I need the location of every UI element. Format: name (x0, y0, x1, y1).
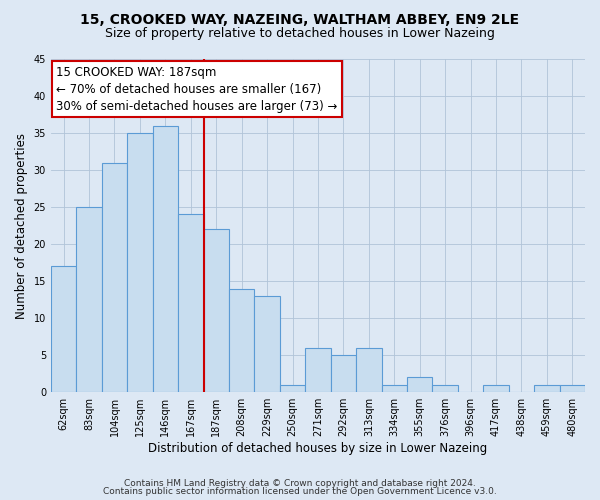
Bar (203, 230, 229, 392)
Bar (331, 355, 356, 392)
Text: Contains HM Land Registry data © Crown copyright and database right 2024.: Contains HM Land Registry data © Crown c… (124, 478, 476, 488)
Text: 15, CROOKED WAY, NAZEING, WALTHAM ABBEY, EN9 2LE: 15, CROOKED WAY, NAZEING, WALTHAM ABBEY,… (80, 12, 520, 26)
Bar (254, 296, 280, 392)
Bar (76, 207, 102, 392)
Bar (560, 385, 585, 392)
Bar (483, 385, 509, 392)
Bar (127, 133, 152, 392)
Bar (51, 266, 76, 392)
Bar (534, 385, 560, 392)
Bar (382, 385, 407, 392)
Text: 15 CROOKED WAY: 187sqm
← 70% of detached houses are smaller (167)
30% of semi-de: 15 CROOKED WAY: 187sqm ← 70% of detached… (56, 66, 338, 112)
Y-axis label: Number of detached properties: Number of detached properties (15, 132, 28, 318)
Text: Size of property relative to detached houses in Lower Nazeing: Size of property relative to detached ho… (105, 28, 495, 40)
Bar (305, 348, 331, 392)
Bar (433, 385, 458, 392)
Bar (407, 378, 433, 392)
Bar (356, 348, 382, 392)
Bar (280, 385, 305, 392)
Bar (102, 162, 127, 392)
X-axis label: Distribution of detached houses by size in Lower Nazeing: Distribution of detached houses by size … (148, 442, 488, 455)
Bar (152, 126, 178, 392)
Text: Contains public sector information licensed under the Open Government Licence v3: Contains public sector information licen… (103, 487, 497, 496)
Bar (178, 214, 203, 392)
Bar (229, 288, 254, 392)
